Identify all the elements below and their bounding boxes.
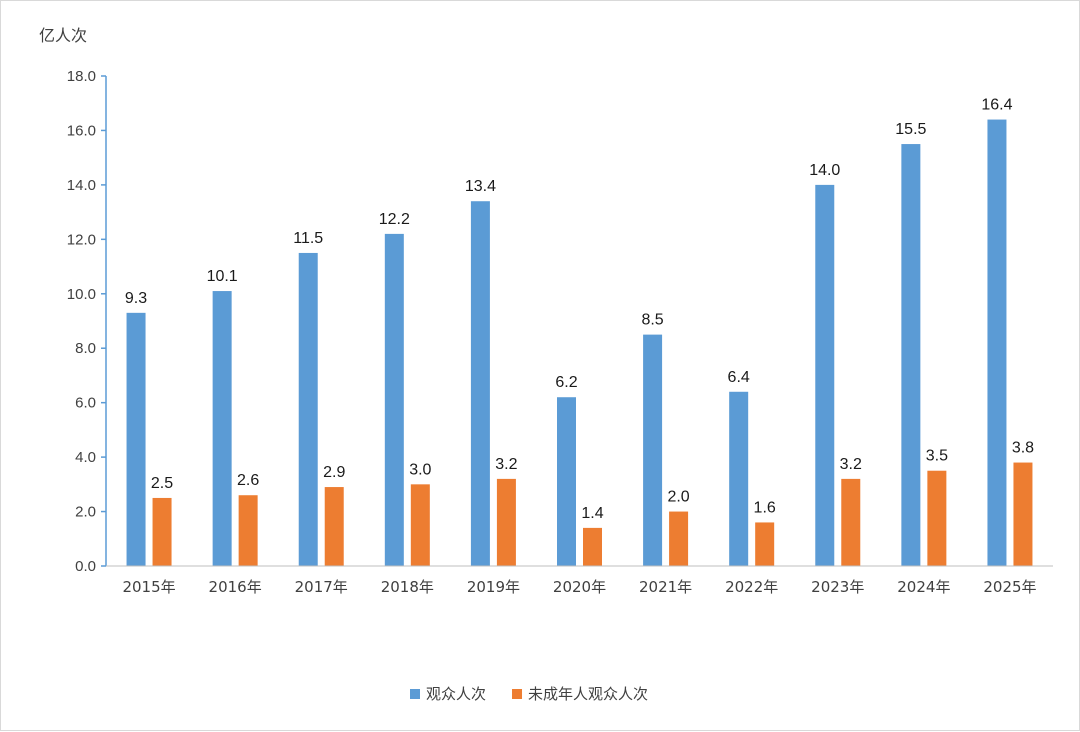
x-tick-label: 2024年 <box>897 578 950 596</box>
y-tick-label: 8.0 <box>75 340 96 357</box>
data-label: 8.5 <box>641 312 663 329</box>
data-label: 16.4 <box>981 97 1012 114</box>
legend-label: 观众人次 <box>426 685 486 703</box>
y-axis-ticks: 0.0 2.0 4.0 6.0 8.0 10.0 12.0 14.0 16.0 18.0 <box>67 68 106 575</box>
bar-audience <box>212 291 232 566</box>
data-label: 3.2 <box>495 456 517 473</box>
data-label: 3.0 <box>409 461 431 478</box>
y-tick-label: 2.0 <box>75 504 96 521</box>
x-tick-label: 2018年 <box>381 578 434 596</box>
data-label: 1.6 <box>754 499 776 516</box>
bar-minor-audience <box>410 484 430 566</box>
y-tick-label: 0.0 <box>75 558 96 575</box>
x-tick-label: 2017年 <box>295 578 348 596</box>
x-tick-label: 2025年 <box>983 578 1036 596</box>
bar-minor-audience <box>841 478 861 566</box>
data-label: 3.5 <box>926 448 948 465</box>
bar-minor-audience <box>755 522 775 566</box>
bar-audience <box>815 184 835 566</box>
data-label: 11.5 <box>293 230 323 247</box>
data-label: 2.5 <box>151 475 173 492</box>
bar-audience <box>901 144 921 567</box>
y-tick-label: 14.0 <box>67 177 96 194</box>
y-tick-label: 18.0 <box>67 68 96 85</box>
bar-minor-audience <box>669 511 689 566</box>
y-tick-label: 16.0 <box>67 122 96 139</box>
bar-minor-audience <box>1013 462 1033 566</box>
bar-minor-audience <box>496 478 516 566</box>
bar-minor-audience <box>152 497 172 566</box>
bar-minor-audience <box>324 487 344 566</box>
data-label: 15.5 <box>895 121 926 138</box>
data-label: 3.8 <box>1012 440 1034 457</box>
y-tick-label: 10.0 <box>67 286 96 303</box>
x-tick-label: 2016年 <box>209 578 262 596</box>
x-tick-label: 2021年 <box>639 578 692 596</box>
bar-minor-audience <box>583 527 602 566</box>
data-label: 2.6 <box>237 472 259 489</box>
legend: 观众人次 未成年人观众人次 <box>410 685 648 703</box>
data-label: 3.2 <box>840 456 862 473</box>
x-axis-labels: 2015年 2016年 2017年 2018年 2019年 2020年 2021年 2022年… <box>122 578 1036 596</box>
y-tick-label: 4.0 <box>75 449 96 466</box>
data-label: 9.3 <box>125 290 147 307</box>
bar-audience <box>298 252 318 566</box>
y-axis-unit-label: 亿人次 <box>39 26 87 45</box>
bar-minor-audience <box>927 470 947 566</box>
bar-audience <box>987 119 1007 567</box>
x-tick-label: 2020年 <box>553 578 606 596</box>
bar-audience <box>126 312 146 566</box>
data-label: 10.1 <box>207 268 238 285</box>
data-label: 6.4 <box>728 369 750 386</box>
bar-audience <box>557 397 576 566</box>
bar-audience <box>384 233 404 566</box>
data-label: 12.2 <box>379 211 410 228</box>
bars-group: 9.3 2.5 10.1 2.6 11.5 2.9 12.2 3.0 13.4 3.2 6.2 1.4… <box>125 97 1034 567</box>
data-label: 6.2 <box>555 374 577 391</box>
x-tick-label: 2015年 <box>122 578 175 596</box>
data-label: 2.9 <box>323 464 345 481</box>
data-label: 1.4 <box>581 505 603 522</box>
legend-swatch-minor-audience <box>512 689 523 699</box>
legend-label: 未成年人观众人次 <box>528 685 648 703</box>
x-tick-label: 2019年 <box>467 578 520 596</box>
legend-swatch-audience <box>410 689 420 699</box>
x-tick-label: 2022年 <box>725 578 778 596</box>
y-tick-label: 6.0 <box>75 395 96 412</box>
data-label: 13.4 <box>465 178 496 195</box>
bar-audience <box>729 391 749 566</box>
bar-audience <box>470 201 490 566</box>
y-tick-label: 12.0 <box>67 231 96 248</box>
bar-audience <box>643 334 663 566</box>
data-label: 2.0 <box>667 489 689 506</box>
bar-minor-audience <box>238 495 258 566</box>
data-label: 14.0 <box>809 162 840 179</box>
x-tick-label: 2023年 <box>811 578 864 596</box>
